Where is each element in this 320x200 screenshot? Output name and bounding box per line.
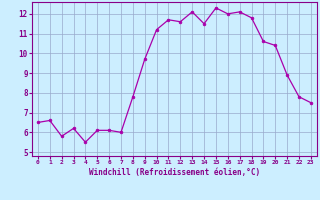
- X-axis label: Windchill (Refroidissement éolien,°C): Windchill (Refroidissement éolien,°C): [89, 168, 260, 177]
